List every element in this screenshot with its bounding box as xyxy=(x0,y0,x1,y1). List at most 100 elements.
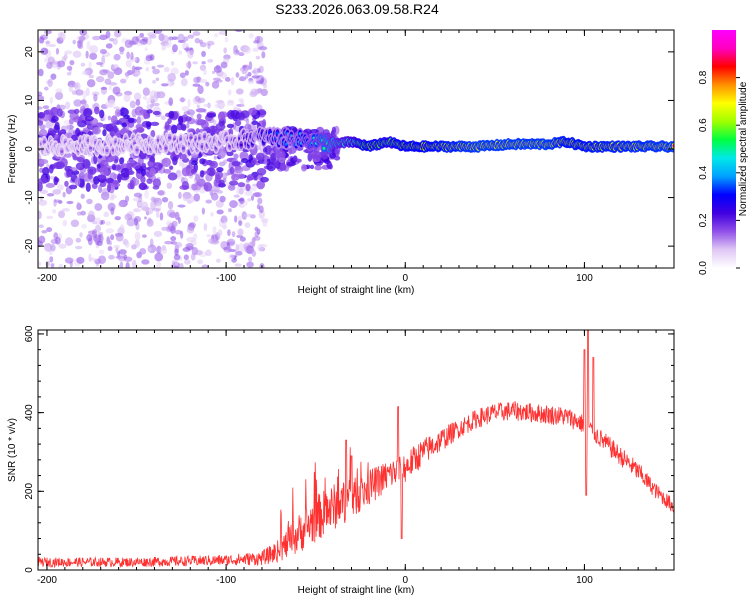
heatmap-cell xyxy=(114,108,121,117)
heatmap-cell xyxy=(252,67,259,76)
heatmap-cell xyxy=(236,112,246,121)
heatmap-cell xyxy=(38,95,45,102)
heatmap-cell xyxy=(40,47,49,55)
heatmap-cell xyxy=(126,51,130,60)
heatmap-cell xyxy=(133,92,142,101)
heatmap-cell xyxy=(177,40,186,44)
heatmap-cell xyxy=(161,45,167,51)
heatmap-cell xyxy=(243,45,252,54)
colorbar-ticks: 0.0 0.2 0.4 0.6 0.8 xyxy=(698,70,740,275)
heatmap-cell xyxy=(247,198,252,202)
heatmap-cell xyxy=(280,161,286,171)
heatmap-cell xyxy=(195,108,206,113)
heatmap-cell xyxy=(87,210,95,220)
heatmap-cell xyxy=(92,35,101,41)
heatmap-cell xyxy=(145,55,153,62)
spectrogram-x-ticks: -200 -100 0 100 xyxy=(37,30,675,284)
heatmap-cell xyxy=(263,159,268,165)
heatmap-cell xyxy=(199,42,207,48)
heatmap-cell xyxy=(254,191,263,198)
heatmap-cell xyxy=(52,188,62,195)
heatmap-cell xyxy=(81,224,88,229)
heatmap-cell xyxy=(81,98,87,107)
heatmap-cell xyxy=(222,159,228,164)
heatmap-cell xyxy=(95,76,105,83)
heatmap-cell xyxy=(123,93,131,103)
heatmap-cell xyxy=(48,164,54,174)
heatmap-cell xyxy=(160,83,169,87)
heatmap-cell xyxy=(222,172,228,180)
heatmap-cell xyxy=(115,233,124,242)
heatmap-cell xyxy=(119,224,125,234)
heatmap-cell xyxy=(193,233,198,241)
heatmap-cell xyxy=(45,40,51,45)
heatmap-cell xyxy=(108,254,115,260)
heatmap-cell xyxy=(77,116,83,123)
heatmap-cell xyxy=(216,166,224,173)
snr-y-ticks: 0 200 400 600 xyxy=(24,325,674,573)
colorbar: 0.0 0.2 0.4 0.6 0.8 Normalized spectral ampl… xyxy=(698,30,749,275)
heatmap-cell xyxy=(217,229,223,237)
heatmap-cell xyxy=(239,197,245,205)
heatmap-cell xyxy=(152,208,161,212)
heatmap-cell xyxy=(183,254,189,261)
heatmap-cell xyxy=(211,80,220,89)
heatmap-cell xyxy=(276,131,280,135)
heatmap-cell xyxy=(79,232,83,238)
heatmap-cell xyxy=(99,165,109,176)
heatmap-cell xyxy=(123,114,130,120)
heatmap-cell xyxy=(150,121,160,127)
heatmap-cell xyxy=(124,39,133,48)
heatmap-cell xyxy=(141,259,150,265)
heatmap-cell xyxy=(164,121,170,130)
heatmap-cell xyxy=(234,215,238,223)
heatmap-cell xyxy=(135,99,141,106)
heatmap-cell xyxy=(47,56,55,64)
heatmap-cell xyxy=(142,95,148,100)
heatmap-cell xyxy=(262,119,267,128)
heatmap-cell xyxy=(171,61,175,66)
heatmap-cell xyxy=(228,208,232,213)
heatmap-cell xyxy=(256,204,261,210)
heatmap-cell xyxy=(177,204,186,208)
heatmap-cell xyxy=(229,166,235,175)
heatmap-cell xyxy=(68,118,74,125)
heatmap-cell xyxy=(107,202,116,212)
heatmap-cell xyxy=(235,250,243,256)
heatmap-cell xyxy=(111,148,115,152)
heatmap-cell xyxy=(94,203,103,211)
heatmap-cell xyxy=(239,143,243,147)
heatmap-cell xyxy=(191,160,198,166)
heatmap-cell xyxy=(215,122,226,131)
heatmap-cell xyxy=(226,123,235,129)
heatmap-cell xyxy=(161,226,170,231)
heatmap-cell xyxy=(39,124,46,130)
heatmap-cell xyxy=(201,50,206,58)
heatmap-cell xyxy=(166,182,173,190)
heatmap-cell xyxy=(255,55,261,60)
heatmap-cell xyxy=(173,254,181,261)
heatmap-cell xyxy=(224,36,229,43)
heatmap-cell xyxy=(39,195,43,202)
heatmap-cell xyxy=(179,262,184,268)
heatmap-cell xyxy=(262,220,268,227)
heatmap-cell xyxy=(55,88,63,93)
heatmap-cell xyxy=(186,199,192,204)
heatmap-cell xyxy=(314,165,322,171)
heatmap-cell xyxy=(109,38,114,42)
heatmap-cell xyxy=(136,43,144,47)
heatmap-cell xyxy=(219,195,226,203)
heatmap-cell xyxy=(180,123,187,131)
heatmap-cell xyxy=(128,170,135,175)
heatmap-cell xyxy=(75,89,84,96)
heatmap-cell xyxy=(129,180,135,189)
heatmap-cell xyxy=(153,30,163,34)
snr-frame xyxy=(37,329,675,571)
heatmap-cell xyxy=(237,182,246,188)
heatmap-cell xyxy=(38,224,44,229)
heatmap-cell xyxy=(73,99,82,107)
heatmap-cell xyxy=(248,33,255,39)
heatmap-cell xyxy=(236,186,240,196)
heatmap-cell xyxy=(105,149,109,153)
